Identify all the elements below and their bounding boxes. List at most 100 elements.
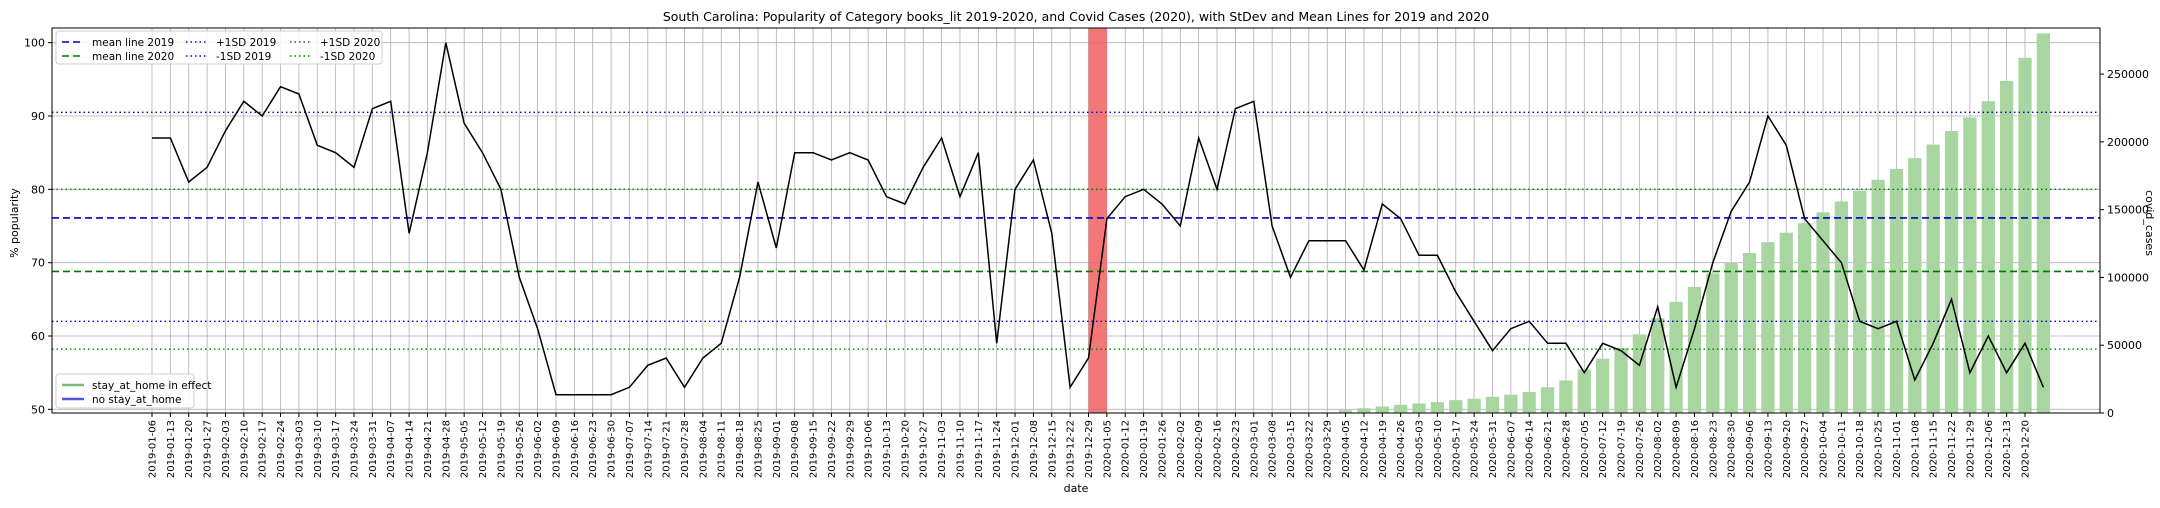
covid-bar <box>1430 402 1445 413</box>
x-tick-label: 2020-10-04 <box>1819 420 1830 478</box>
x-tick-label: 2019-11-24 <box>992 420 1003 478</box>
x-tick-label: 2019-05-19 <box>496 420 507 478</box>
x-tick-label: 2020-10-11 <box>1837 420 1848 478</box>
covid-bar <box>1375 406 1389 413</box>
y-tick-label: 80 <box>31 183 45 196</box>
x-tick-label: 2019-04-14 <box>405 420 416 478</box>
x-tick-label: 2019-12-15 <box>1047 420 1058 478</box>
covid-bar <box>1871 179 1885 413</box>
x-tick-label: 2019-08-11 <box>717 420 728 478</box>
x-tick-label: 2019-06-23 <box>588 420 599 478</box>
popularity-line-layer <box>152 42 2045 396</box>
x-tick-label: 2019-06-16 <box>570 420 581 478</box>
x-tick-label: 2020-05-03 <box>1415 420 1426 478</box>
covid-bar <box>1742 253 1757 413</box>
chart-title: South Carolina: Popularity of Category b… <box>663 9 1489 24</box>
x-tick-label: 2019-12-29 <box>1084 420 1095 478</box>
covid-bar <box>1889 168 1904 413</box>
x-tick-label: 2020-02-23 <box>1231 420 1242 478</box>
covid-bar <box>1357 408 1371 413</box>
x-tick-label: 2019-11-10 <box>956 420 967 478</box>
x-tick-label: 2020-02-02 <box>1176 420 1187 478</box>
covid-bar <box>1449 400 1463 413</box>
x-tick-label: 2019-07-21 <box>662 420 673 478</box>
x-tick-label: 2019-09-08 <box>790 420 801 478</box>
covid-bar <box>1467 398 1481 413</box>
x-tick-label: 2020-03-08 <box>1268 420 1279 478</box>
legend-bottom-box <box>55 373 195 409</box>
x-tick-label: 2020-11-22 <box>1947 420 1958 478</box>
x-tick-label: 2019-03-24 <box>350 420 361 478</box>
covid-bar <box>2036 33 2050 413</box>
y2-tick-label: 50000 <box>2107 339 2142 352</box>
y2-tick-label: 0 <box>2107 407 2114 420</box>
legend-label: no stay_at_home <box>92 394 181 406</box>
covid-onset-highlight <box>1088 28 1107 413</box>
covid-bar <box>1944 131 1959 413</box>
covid-bar <box>1577 369 1591 413</box>
x-tick-label: 2020-12-13 <box>2002 420 2013 478</box>
x-tick-label: 2020-01-26 <box>1158 420 1169 478</box>
x-tick-label: 2020-08-16 <box>1690 420 1701 478</box>
x-tick-label: 2020-09-27 <box>1800 420 1811 478</box>
x-tick-label: 2020-12-06 <box>1984 420 1995 478</box>
x-tick-label: 2020-04-26 <box>1396 420 1407 478</box>
covid-bar <box>1834 201 1848 413</box>
x-tick-label: 2019-05-26 <box>515 420 526 478</box>
covid-bar <box>1853 190 1867 413</box>
covid-bar <box>1761 242 1775 413</box>
x-tick-label: 2020-09-20 <box>1782 420 1793 478</box>
x-tick-label: 2019-01-27 <box>203 420 214 478</box>
reference-lines-layer <box>52 111 2100 350</box>
x-tick-label: 2019-08-25 <box>754 420 765 478</box>
x-tick-label: 2019-11-03 <box>937 420 948 478</box>
legend-label: mean line 2019 <box>92 37 174 49</box>
x-tick-label: 2019-02-03 <box>221 420 232 478</box>
x-tick-label: 2019-04-21 <box>423 420 434 478</box>
y-tick-label: 90 <box>31 110 45 123</box>
y-tick-label: 70 <box>31 257 45 270</box>
x-tick-label: 2019-02-24 <box>276 420 287 478</box>
x-tick-label: 2020-08-02 <box>1653 420 1664 478</box>
x-tick-label: 2020-06-28 <box>1561 420 1572 478</box>
x-tick-label: 2020-03-01 <box>1249 420 1260 478</box>
covid-bar <box>2000 80 2014 413</box>
x-tick-label: 2020-03-22 <box>1304 420 1315 478</box>
x-tick-label: 2019-11-17 <box>974 420 985 478</box>
covid-bar <box>1981 101 1995 413</box>
x-tick-label: 2019-10-13 <box>882 420 893 478</box>
x-tick-label: 2020-04-19 <box>1378 420 1389 478</box>
x-tick-label: 2020-05-10 <box>1433 420 1444 478</box>
x-tick-label: 2019-05-05 <box>460 420 471 478</box>
legend-label: -1SD 2019 <box>216 51 271 63</box>
x-tick-label: 2019-02-10 <box>239 420 250 478</box>
x-tick-label: 2020-12-20 <box>2021 420 2032 478</box>
covid-bar <box>1485 396 1500 413</box>
covid-bars-layer <box>1320 33 2050 413</box>
x-tick-label: 2019-02-17 <box>258 420 269 478</box>
x-tick-label: 2019-03-10 <box>313 420 324 478</box>
legend-label: mean line 2020 <box>92 51 174 63</box>
x-tick-label: 2020-01-12 <box>1121 420 1132 478</box>
x-tick-label: 2019-09-15 <box>809 420 820 478</box>
legend-label: stay_at_home in effect <box>92 380 211 392</box>
legend-bottom: stay_at_home in effect no stay_at_home <box>55 373 211 409</box>
x-tick-label: 2020-04-12 <box>1359 420 1370 478</box>
x-tick-label: 2019-06-02 <box>533 420 544 478</box>
covid-bar <box>1908 158 1922 413</box>
x-tick-label: 2020-04-05 <box>1341 420 1352 478</box>
x-tick-label: 2019-09-29 <box>845 420 856 478</box>
x-tick-label: 2020-01-05 <box>1102 420 1113 478</box>
x-tick-label: 2020-09-06 <box>1745 420 1756 478</box>
x-tick-label: 2020-05-31 <box>1488 420 1499 478</box>
x-tick-label: 2019-12-22 <box>1066 420 1077 478</box>
x-tick-label: 2020-10-18 <box>1855 420 1866 478</box>
y-axis-label: % popularity <box>8 188 21 258</box>
covid-bar <box>1394 404 1408 413</box>
legend-label: +1SD 2019 <box>216 37 276 49</box>
x-tick-label: 2019-10-20 <box>900 420 911 478</box>
y2-tick-label: 150000 <box>2107 204 2149 217</box>
x-tick-label: 2019-04-07 <box>386 420 397 478</box>
popularity-line <box>152 42 2045 396</box>
x-tick-label: 2019-07-14 <box>643 420 654 478</box>
